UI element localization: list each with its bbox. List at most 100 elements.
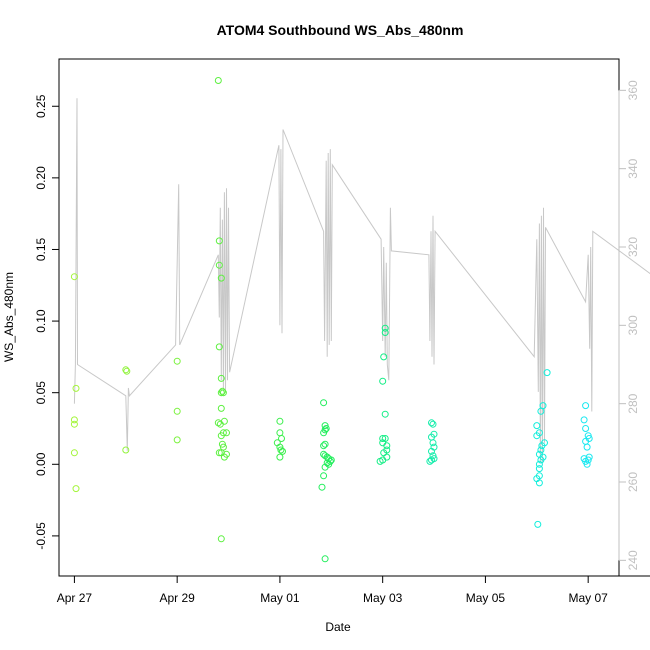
data-point: [216, 420, 224, 428]
right-y-axis: 240 260 280 300 320 340 360: [618, 80, 640, 570]
y-tick-label: 0.15: [34, 237, 48, 261]
data-point: [72, 485, 80, 493]
data-point: [583, 443, 591, 451]
data-point: [215, 449, 223, 457]
y-tick-label: 0.10: [34, 309, 48, 333]
data-point: [219, 443, 227, 451]
data-point: [123, 367, 131, 375]
y-axis: -0.05 0.00 0.05 0.10 0.15 0.20 0.25: [34, 94, 60, 550]
data-point: [220, 417, 228, 425]
data-point: [379, 377, 387, 385]
data-point: [535, 465, 543, 473]
data-point: [70, 416, 78, 424]
data-point: [70, 449, 78, 457]
y-tick-label: 0.25: [34, 94, 48, 118]
y-tick-label: 0.05: [34, 381, 48, 405]
data-point: [323, 459, 331, 467]
data-point: [535, 460, 543, 468]
data-point: [321, 440, 329, 448]
data-point: [214, 419, 222, 427]
right-y-tick-label: 360: [626, 80, 640, 100]
data-point: [122, 366, 130, 374]
data-point: [580, 455, 588, 463]
data-point: [535, 479, 543, 487]
data-point: [428, 447, 435, 455]
data-point: [428, 419, 435, 427]
data-point: [383, 453, 391, 461]
y-tick-label: 0.20: [34, 166, 48, 190]
data-point: [537, 407, 545, 415]
data-point: [584, 456, 592, 464]
data-point: [426, 457, 434, 465]
x-tick-label: Apr 27: [57, 591, 93, 605]
data-point: [218, 440, 226, 448]
data-point: [173, 357, 181, 365]
x-axis-label: Date: [325, 620, 351, 634]
data-point: [381, 329, 389, 336]
y-tick-label: -0.05: [34, 522, 48, 550]
y-axis-label: WS_Abs_480nm: [2, 272, 16, 362]
data-point: [534, 520, 542, 528]
y-tick-label: 0.00: [34, 452, 48, 476]
data-point: [276, 453, 284, 461]
data-point: [543, 369, 551, 377]
data-point: [219, 389, 227, 397]
data-point: [320, 472, 328, 480]
data-point: [70, 420, 78, 428]
data-point: [223, 450, 230, 458]
data-point: [276, 429, 284, 437]
data-point: [277, 446, 285, 454]
data-point: [217, 432, 225, 440]
right-y-tick-label: 300: [626, 315, 640, 335]
right-y-tick-label: 280: [626, 393, 640, 413]
data-point: [217, 404, 225, 412]
data-point: [533, 432, 541, 440]
chart-title: ATOM4 Southbound WS_Abs_480nm: [217, 22, 464, 38]
data-point: [380, 353, 388, 361]
data-point: [320, 399, 328, 407]
data-point: [580, 416, 588, 424]
x-tick-label: May 07: [568, 591, 608, 605]
data-point: [376, 457, 384, 465]
points-layer: [70, 77, 593, 563]
data-point: [320, 429, 328, 437]
secondary-trace-layer: [73, 98, 650, 463]
right-y-tick-label: 340: [626, 158, 640, 178]
x-tick-label: May 05: [466, 591, 506, 605]
x-tick-label: Apr 29: [159, 591, 195, 605]
data-point: [429, 439, 437, 447]
data-point: [583, 460, 591, 468]
data-point: [428, 456, 435, 464]
data-point: [538, 442, 546, 450]
data-point: [381, 410, 389, 418]
data-point: [217, 374, 225, 382]
x-tick-label: May 03: [363, 591, 403, 605]
data-point: [173, 407, 181, 415]
data-point: [215, 237, 223, 245]
secondary-trace-line: [73, 98, 650, 463]
data-point: [72, 384, 80, 392]
data-point: [582, 402, 590, 410]
data-point: [429, 420, 437, 428]
data-point: [379, 435, 387, 442]
data-point: [217, 274, 225, 282]
data-point: [215, 343, 223, 351]
data-point: [214, 77, 222, 84]
data-point: [585, 453, 593, 461]
data-point: [537, 446, 545, 454]
data-point: [381, 324, 389, 332]
data-point: [223, 429, 230, 437]
data-point: [122, 446, 130, 454]
data-point: [217, 535, 225, 543]
data-point: [321, 463, 329, 471]
data-point: [217, 389, 225, 397]
data-point: [276, 417, 284, 425]
data-point: [537, 456, 545, 464]
data-point: [533, 422, 541, 430]
right-y-tick-label: 240: [626, 550, 640, 570]
right-y-tick-label: 320: [626, 237, 640, 257]
x-tick-label: May 01: [260, 591, 300, 605]
data-point: [320, 442, 328, 450]
